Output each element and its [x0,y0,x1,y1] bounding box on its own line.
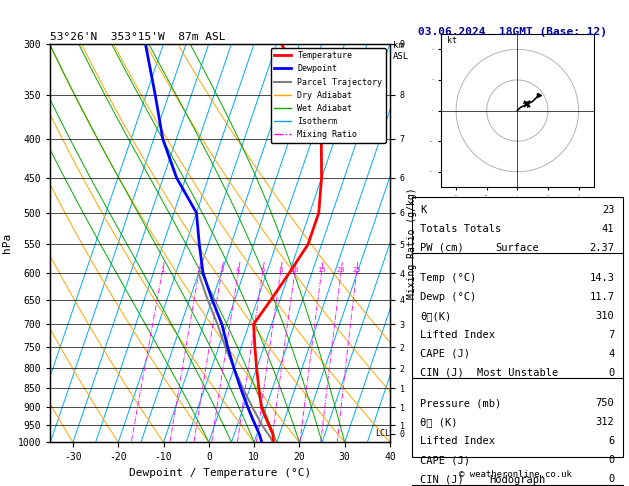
Text: θᴇ(K): θᴇ(K) [420,311,452,321]
Text: 3: 3 [220,267,223,273]
Text: CIN (J): CIN (J) [420,368,464,378]
Text: 20: 20 [337,267,345,273]
Text: K: K [420,205,426,215]
Text: 53°26'N  353°15'W  87m ASL: 53°26'N 353°15'W 87m ASL [50,32,226,42]
Text: 6: 6 [260,267,265,273]
Text: Pressure (mb): Pressure (mb) [420,398,502,408]
Y-axis label: Mixing Ratio (g/kg): Mixing Ratio (g/kg) [408,187,418,299]
Text: 10: 10 [291,267,299,273]
Text: θᴇ (K): θᴇ (K) [420,417,458,427]
Text: 0: 0 [608,455,615,465]
Text: kt: kt [447,36,457,45]
Text: 1: 1 [160,267,164,273]
Text: 0: 0 [608,368,615,378]
Text: 0: 0 [608,474,615,484]
Text: Lifted Index: Lifted Index [420,330,496,340]
Text: Dewp (°C): Dewp (°C) [420,292,477,302]
Text: 41: 41 [602,224,615,234]
Text: Hodograph: Hodograph [489,475,545,485]
Text: Totals Totals: Totals Totals [420,224,502,234]
Text: 2: 2 [197,267,201,273]
Text: 03.06.2024  18GMT (Base: 12): 03.06.2024 18GMT (Base: 12) [418,27,607,37]
Text: CIN (J): CIN (J) [420,474,464,484]
Text: LCL: LCL [375,429,390,438]
Text: Temp (°C): Temp (°C) [420,273,477,283]
Text: 4: 4 [236,267,240,273]
X-axis label: Dewpoint / Temperature (°C): Dewpoint / Temperature (°C) [129,468,311,478]
Text: Lifted Index: Lifted Index [420,436,496,446]
Text: 310: 310 [596,311,615,321]
Text: 14.3: 14.3 [589,273,615,283]
Text: 7: 7 [608,330,615,340]
Text: Most Unstable: Most Unstable [477,368,558,378]
Text: 23: 23 [602,205,615,215]
Text: 25: 25 [352,267,360,273]
Text: 6: 6 [608,436,615,446]
Text: 2.37: 2.37 [589,243,615,253]
Text: 8: 8 [278,267,282,273]
Text: 15: 15 [317,267,326,273]
Text: Surface: Surface [496,243,539,253]
Text: 312: 312 [596,417,615,427]
Text: © weatheronline.co.uk: © weatheronline.co.uk [459,469,572,479]
Text: CAPE (J): CAPE (J) [420,349,470,359]
Text: km
ASL: km ASL [393,41,409,61]
Y-axis label: hPa: hPa [3,233,12,253]
Text: PW (cm): PW (cm) [420,243,464,253]
Text: 750: 750 [596,398,615,408]
Text: 4: 4 [608,349,615,359]
Legend: Temperature, Dewpoint, Parcel Trajectory, Dry Adiabat, Wet Adiabat, Isotherm, Mi: Temperature, Dewpoint, Parcel Trajectory… [271,48,386,142]
Text: CAPE (J): CAPE (J) [420,455,470,465]
Text: 11.7: 11.7 [589,292,615,302]
